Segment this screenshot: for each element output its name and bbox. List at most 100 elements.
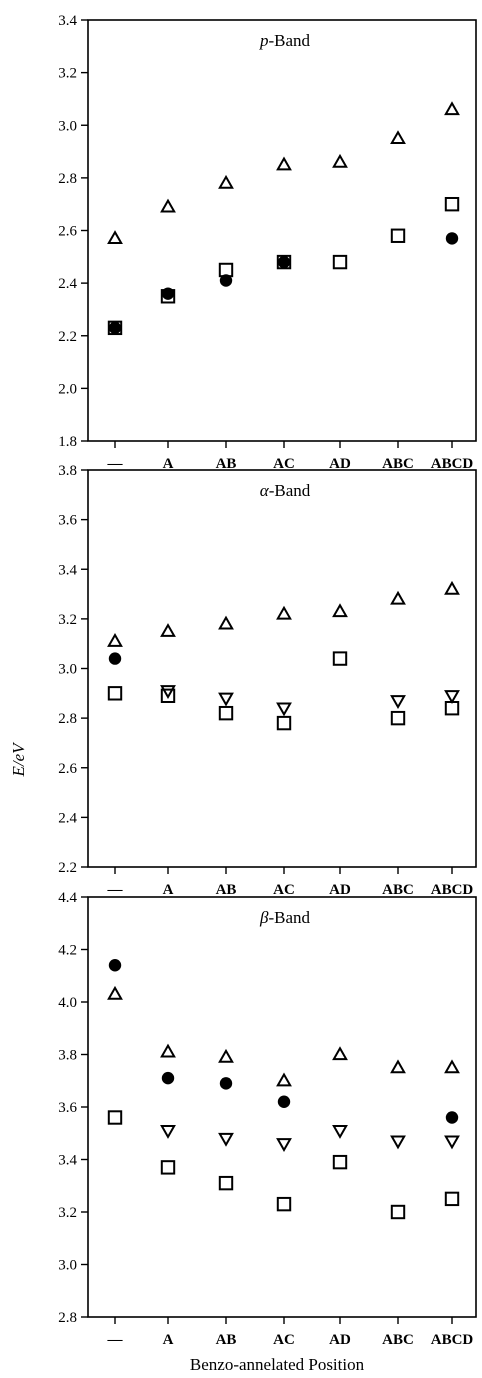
x-category-label: ABCD <box>431 1332 474 1348</box>
data-point-circle-filled-s0-c1 <box>161 1071 175 1085</box>
data-point-triangle-up-open-s0-c3 <box>276 605 292 620</box>
y-tick-label: 3.4 <box>58 1153 77 1169</box>
y-tick-label: 4.0 <box>58 995 77 1011</box>
y-tick-label: 3.2 <box>58 66 77 82</box>
data-point-triangle-up-open-s0-c1 <box>160 623 176 637</box>
x-category-label: AD <box>329 1332 351 1348</box>
data-point-triangle-up-open-s0-c6 <box>444 101 460 116</box>
x-category-label: AC <box>273 1332 295 1348</box>
data-point-triangle-up-open-s1-c4 <box>332 1046 348 1061</box>
data-point-triangle-up-open-s1-c0 <box>107 985 123 1000</box>
data-point-square-open-s2-c4 <box>332 651 348 666</box>
data-point-square-open-s3-c2 <box>218 1175 234 1191</box>
x-category-label: — <box>107 456 124 472</box>
y-tick-label: 3.0 <box>58 118 77 134</box>
panel-title-text: -Band <box>268 31 310 50</box>
data-point-square-open-s1-c5 <box>390 228 406 243</box>
x-category-label: ABC <box>382 456 414 472</box>
data-point-circle-filled-s1-c0 <box>108 652 122 665</box>
data-point-triangle-up-open-s0-c5 <box>390 130 406 145</box>
x-axis-title: Benzo-annelated Position <box>190 1355 365 1374</box>
data-point-square-open-s2-c3 <box>276 715 292 731</box>
data-point-triangle-up-open-s1-c1 <box>160 1043 176 1058</box>
x-category-label: AB <box>216 1332 237 1348</box>
x-category-label: A <box>163 1332 174 1348</box>
data-point-triangle-down-open-s2-c2 <box>218 1132 234 1147</box>
y-tick-label: 4.4 <box>58 890 77 906</box>
data-point-circle-filled-s0-c2 <box>219 1077 233 1090</box>
data-point-triangle-up-open-s0-c4 <box>332 153 348 168</box>
panel-title: β-Band <box>259 908 311 927</box>
data-point-triangle-up-open-s0-c3 <box>276 156 292 171</box>
data-point-square-open-s1-c4 <box>332 254 348 270</box>
y-tick-label: 2.8 <box>58 171 77 187</box>
y-tick-label: 2.6 <box>58 761 77 777</box>
data-point-triangle-down-open-s2-c3 <box>276 1138 292 1152</box>
data-point-triangle-down-open-s3-c5 <box>390 695 406 709</box>
data-point-circle-filled-s0-c6 <box>445 1111 459 1124</box>
data-point-square-open-s2-c2 <box>218 705 234 721</box>
data-point-circle-filled-s2-c2 <box>219 274 233 287</box>
x-category-label: A <box>163 456 174 472</box>
data-point-circle-filled-s2-c0 <box>108 321 122 335</box>
data-point-triangle-up-open-s0-c5 <box>390 590 406 605</box>
y-tick-label: 2.0 <box>58 381 77 397</box>
x-category-label: ABCD <box>431 456 474 472</box>
data-point-triangle-down-open-s3-c2 <box>218 692 234 707</box>
data-point-circle-filled-s2-c3 <box>277 255 291 269</box>
plot-frame <box>87 19 477 442</box>
panel-title-text: -Band <box>269 481 311 500</box>
data-point-square-open-s3-c6 <box>444 1191 460 1207</box>
y-tick-label: 3.4 <box>58 562 77 578</box>
data-point-triangle-up-open-s1-c2 <box>218 1048 234 1063</box>
x-category-label: — <box>107 1332 124 1348</box>
x-category-label: AB <box>216 456 237 472</box>
data-point-square-open-s3-c4 <box>332 1154 348 1170</box>
data-point-triangle-up-open-s0-c1 <box>160 198 176 213</box>
data-point-triangle-up-open-s1-c3 <box>276 1072 292 1087</box>
y-axis-title: E/eV <box>9 741 28 778</box>
x-category-label: ABC <box>382 882 414 898</box>
x-category-label: AD <box>329 882 351 898</box>
data-point-triangle-down-open-s2-c4 <box>332 1124 348 1139</box>
data-point-triangle-up-open-s0-c2 <box>218 615 234 630</box>
data-point-triangle-down-open-s2-c5 <box>390 1135 406 1150</box>
chart-panel-1: 1.8 2.0 2.2 2.4 2.6 2.8 3.0 3.2 3.4 — A AB AC AD ABC AB… <box>58 13 477 472</box>
x-category-label: AC <box>273 456 295 472</box>
data-point-square-open-s3-c0 <box>107 1110 123 1125</box>
y-tick-label: 2.4 <box>58 810 77 826</box>
data-point-triangle-up-open-s0-c2 <box>218 174 234 189</box>
x-category-label: AD <box>329 456 351 472</box>
y-tick-label: 3.2 <box>58 612 77 628</box>
panel-title-symbol: β <box>259 908 269 927</box>
x-category-label: — <box>107 882 124 898</box>
data-point-square-open-s2-c0 <box>107 686 123 701</box>
panel-title-symbol: α <box>260 481 270 500</box>
x-category-label: ABCD <box>431 882 474 898</box>
panels: 1.8 2.0 2.2 2.4 2.6 2.8 3.0 3.2 3.4 — A AB AC AD ABC AB… <box>58 13 477 1348</box>
panel-title-text: -Band <box>268 908 310 927</box>
y-tick-label: 2.4 <box>58 276 77 292</box>
data-point-triangle-up-open-s0-c0 <box>107 230 123 245</box>
y-tick-label: 3.8 <box>58 1048 77 1064</box>
data-point-triangle-up-open-s0-c0 <box>107 632 123 647</box>
data-point-square-open-s3-c5 <box>390 1204 406 1220</box>
data-point-triangle-up-open-s0-c4 <box>332 603 348 618</box>
y-tick-label: 3.0 <box>58 662 77 678</box>
data-point-triangle-down-open-s3-c6 <box>444 690 460 705</box>
data-point-square-open-s3-c3 <box>276 1196 292 1212</box>
panel-title-symbol: p <box>259 31 269 50</box>
y-tick-label: 3.6 <box>58 513 77 529</box>
y-tick-label: 3.6 <box>58 1100 77 1116</box>
y-tick-label: 1.8 <box>58 434 77 450</box>
data-point-triangle-down-open-s3-c1 <box>160 685 176 700</box>
data-point-square-open-s2-c5 <box>390 710 406 726</box>
chart-panel-2: 2.2 2.4 2.6 2.8 3.0 3.2 3.4 3.6 3.8 — A AB AC AD ABC AB… <box>58 463 477 898</box>
y-tick-label: 2.8 <box>58 711 77 727</box>
data-point-triangle-up-open-s1-c5 <box>390 1059 406 1074</box>
y-tick-label: 3.0 <box>58 1258 77 1274</box>
y-tick-label: 2.2 <box>58 860 77 876</box>
x-category-label: A <box>163 882 174 898</box>
panel-title: p-Band <box>259 31 311 50</box>
